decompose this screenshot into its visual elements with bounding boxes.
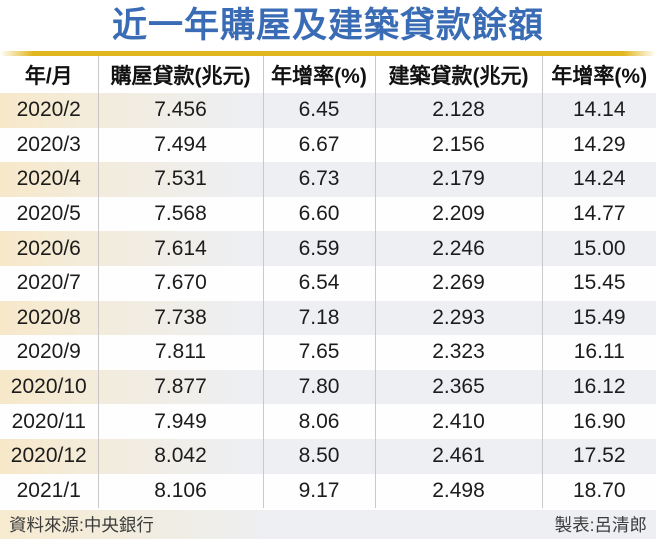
table-cell: 2020/4: [16, 167, 81, 191]
table-row: 2020/3 7.494 6.67 2.156 14.29: [0, 127, 656, 163]
page-title: 近一年購屋及建築貸款餘額: [111, 6, 544, 45]
table-row: 2021/1 8.106 9.17 2.498 18.70: [0, 473, 656, 509]
table-cell: 2020/2: [16, 98, 81, 122]
table-cell: 6.60: [262, 196, 375, 232]
table-cell: 2.209: [374, 196, 542, 232]
table-cell: 16.12: [541, 369, 656, 405]
table-cell: 16.11: [541, 335, 656, 370]
table-cell: 7.531: [97, 162, 263, 197]
table-cell: 8.06: [262, 404, 375, 439]
table-cell: 8.042: [97, 438, 263, 474]
table-cell: 2.156: [374, 127, 542, 163]
table-cell: 6.73: [262, 162, 375, 197]
table-row: 2020/9 7.811 7.65 2.323 16.11: [0, 335, 656, 370]
header-housing-loan: 購屋貸款(兆元): [97, 56, 263, 93]
table-cell: 6.67: [262, 127, 375, 163]
table-cell: 2.293: [374, 300, 542, 336]
header-construction-yoy: 年增率(%): [541, 56, 656, 93]
table-cell: 7.80: [262, 369, 375, 405]
table-cell: 15.49: [541, 300, 656, 336]
table-cell: 7.949: [97, 404, 263, 439]
table-cell: 14.77: [541, 196, 656, 232]
table-cell: 7.494: [97, 127, 263, 163]
table-cell: 9.17: [262, 473, 375, 509]
table-cell: 16.90: [541, 404, 656, 439]
table-cell: 18.70: [541, 473, 656, 509]
table-cell: 2.246: [374, 231, 542, 266]
header-year-month: 年/月: [0, 56, 98, 93]
table-cell: 2020/12: [10, 444, 87, 468]
table-cell: 7.670: [97, 265, 263, 301]
table-row: 2020/6 7.614 6.59 2.246 15.00: [0, 231, 656, 266]
table-cell: 7.811: [97, 335, 263, 370]
table-row: 2020/10 7.877 7.80 2.365 16.12: [0, 369, 656, 405]
table-cell: 7.877: [97, 369, 263, 405]
table-cell: 14.29: [541, 127, 656, 163]
table-row: 2020/4 7.531 6.73 2.179 14.24: [0, 162, 656, 197]
table-cell: 2.269: [374, 265, 542, 301]
table-cell: 2020/8: [16, 305, 81, 329]
table-cell: 6.45: [262, 93, 375, 128]
table-cell: 6.54: [262, 265, 375, 301]
table-cell: 2020/7: [16, 271, 81, 295]
table-cell: 7.456: [97, 93, 263, 128]
table-body: 2020/2 7.456 6.45 2.128 14.14 2020/3 7.494 6.67…: [0, 93, 656, 509]
table-cell: 2021/1: [16, 478, 81, 502]
table-row: 2020/2 7.456 6.45 2.128 14.14: [0, 93, 656, 128]
footer-bar: 資料來源:中央銀行 製表:呂清郎: [0, 510, 656, 540]
table-cell: 14.24: [541, 162, 656, 197]
header-row: 年/月 購屋貸款(兆元) 年增率(%) 建築貸款(兆元) 年增率(%): [0, 56, 656, 93]
table-cell: 2.128: [374, 93, 542, 128]
source-label: 資料來源:中央銀行: [9, 515, 154, 536]
credit-label: 製表:呂清郎: [554, 515, 647, 536]
table-cell: 7.568: [97, 196, 263, 232]
loan-table: 年/月 購屋貸款(兆元) 年增率(%) 建築貸款(兆元) 年增率(%) 2020…: [0, 56, 656, 509]
table-row: 2020/7 7.670 6.54 2.269 15.45: [0, 265, 656, 301]
table-cell: 7.614: [97, 231, 263, 266]
table-cell: 8.106: [97, 473, 263, 509]
table-cell: 2020/11: [11, 409, 86, 433]
table-cell: 2020/5: [16, 202, 81, 226]
table-cell: 8.50: [262, 438, 375, 474]
table-cell: 7.738: [97, 300, 263, 336]
table-row: 2020/5 7.568 6.60 2.209 14.77: [0, 196, 656, 232]
table-row: 2020/8 7.738 7.18 2.293 15.49: [0, 300, 656, 336]
table-row: 2020/11 7.949 8.06 2.410 16.90: [0, 404, 656, 439]
table-cell: 17.52: [541, 438, 656, 474]
table-cell: 6.59: [262, 231, 375, 266]
table-cell: 15.45: [541, 265, 656, 301]
table-cell: 2020/3: [16, 132, 81, 156]
table-cell: 7.18: [262, 300, 375, 336]
table-cell: 2020/10: [10, 375, 87, 399]
table-cell: 15.00: [541, 231, 656, 266]
table-cell: 2.461: [374, 438, 542, 474]
table-cell: 2.498: [374, 473, 542, 509]
table-cell: 2.179: [374, 162, 542, 197]
table-cell: 14.14: [541, 93, 656, 128]
header-construction-loan: 建築貸款(兆元): [374, 56, 542, 93]
header-housing-yoy: 年增率(%): [262, 56, 375, 93]
table-header: 年/月 購屋貸款(兆元) 年增率(%) 建築貸款(兆元) 年增率(%): [0, 56, 656, 93]
gold-divider-bar: [0, 51, 656, 56]
table-cell: 2.365: [374, 369, 542, 405]
table-cell: 7.65: [262, 335, 375, 370]
table-cell: 2.410: [374, 404, 542, 439]
table-cell: 2020/6: [16, 236, 81, 260]
table-cell: 2020/9: [16, 340, 81, 364]
table-row: 2020/12 8.042 8.50 2.461 17.52: [0, 438, 656, 474]
table-cell: 2.323: [374, 335, 542, 370]
